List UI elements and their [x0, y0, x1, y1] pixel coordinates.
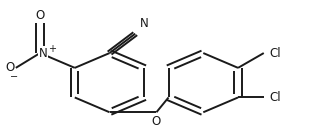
Text: O: O	[35, 9, 45, 22]
Text: Cl: Cl	[270, 91, 282, 104]
Text: −: −	[10, 72, 18, 82]
Text: Cl: Cl	[270, 47, 282, 60]
Text: N: N	[39, 47, 47, 60]
Text: +: +	[47, 44, 55, 54]
Text: N: N	[140, 17, 149, 30]
Text: O: O	[5, 61, 14, 74]
Text: O: O	[152, 115, 161, 128]
